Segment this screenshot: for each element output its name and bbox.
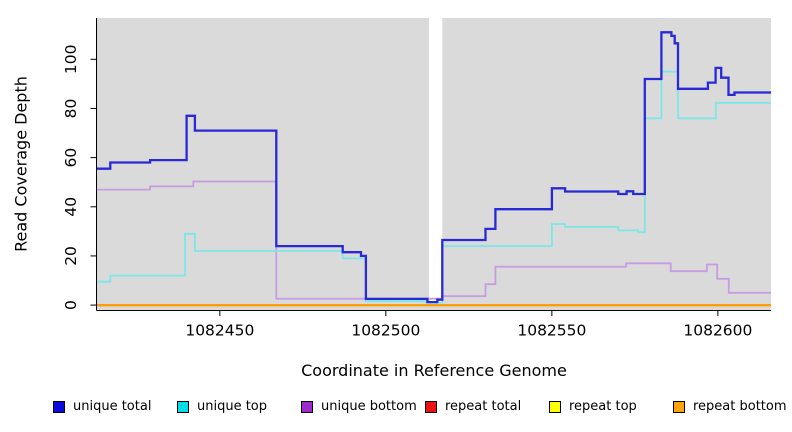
y-tick-label: 100 [62,44,80,74]
legend: unique total unique top unique bottom repea… [53,399,792,414]
legend-swatch-repeat-bottom [673,400,685,413]
legend-label: repeat bottom [693,399,787,414]
y-tick-label: 40 [62,197,80,217]
series-line-unique-bottom [97,180,771,300]
legend-item-repeat-bottom: repeat bottom [673,399,792,414]
chart-canvas: 1082450 1082500 1082550 1082600 0 20 40 60 80 100 [62,17,771,340]
legend-label: repeat top [569,399,637,414]
x-tick-label: 1082550 [517,322,586,340]
y-tick-label: 80 [62,99,80,119]
legend-swatch-repeat-top [549,400,561,413]
legend-label: repeat total [445,399,522,414]
no-data-gap-band [429,17,443,306]
series-line-unique-total [97,31,771,304]
legend-label: unique total [73,399,152,414]
legend-swatch-repeat-total [425,400,437,413]
y-tick-label: 0 [62,300,80,310]
legend-item-repeat-total: repeat total [425,399,549,414]
y-tick-label: 20 [62,246,80,266]
legend-label: unique bottom [321,399,417,414]
legend-swatch-unique-top [177,400,189,413]
legend-swatch-unique-total [53,400,65,413]
legend-label: unique top [197,399,268,414]
legend-swatch-unique-bottom [301,400,313,413]
legend-item-unique-bottom: unique bottom [301,399,425,414]
x-tick-label: 1082600 [683,322,752,340]
legend-item-unique-top: unique top [177,399,301,414]
legend-item-unique-total: unique total [53,399,177,414]
legend-item-repeat-top: repeat top [549,399,673,414]
y-axis-title: Read Coverage Depth [11,76,31,252]
y-tick-label: 60 [62,148,80,168]
x-tick-label: 1082500 [351,322,420,340]
x-tick-label: 1082450 [185,322,254,340]
x-axis-title: Coordinate in Reference Genome [301,361,567,380]
